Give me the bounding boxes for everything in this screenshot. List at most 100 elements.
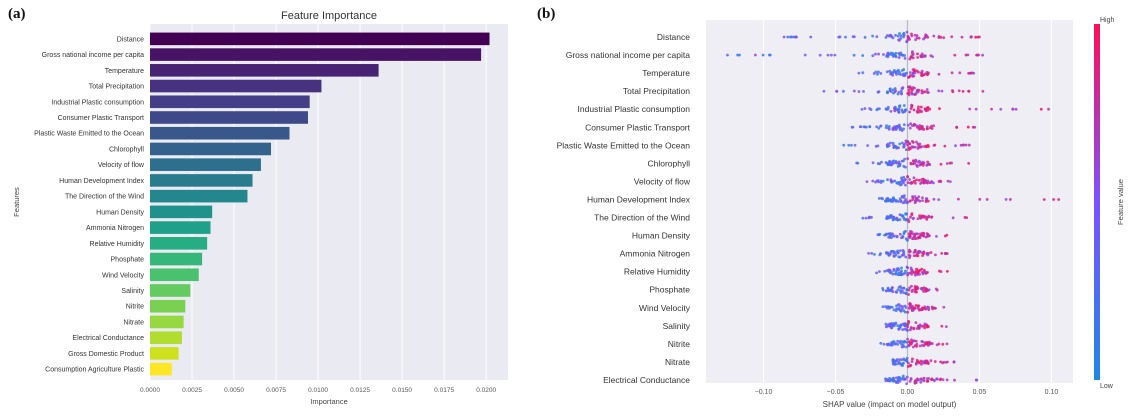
shap-point <box>910 140 914 143</box>
shap-point <box>965 216 969 220</box>
shap-point <box>910 309 914 312</box>
shap-point <box>905 30 909 34</box>
shap-point <box>896 218 900 222</box>
shap-point <box>981 89 985 93</box>
shap-point <box>915 165 919 168</box>
shap-point <box>888 252 892 256</box>
shap-point <box>837 35 841 39</box>
shap-point <box>953 53 957 57</box>
shap-point <box>902 31 906 35</box>
x-tick-label-b: −0.10 <box>755 389 773 396</box>
shap-point <box>925 289 928 293</box>
y-tick-label-b: Salinity <box>663 321 691 331</box>
shap-point <box>937 342 941 346</box>
shap-point <box>896 381 900 384</box>
shap-point <box>918 199 922 203</box>
bar <box>150 126 290 140</box>
shap-point <box>868 125 872 128</box>
shap-point <box>911 56 915 60</box>
shap-point <box>891 286 894 289</box>
shap-point <box>871 54 875 58</box>
shap-point <box>927 91 930 94</box>
shap-point <box>899 180 903 184</box>
shap-point <box>900 159 904 163</box>
shap-point <box>842 143 846 147</box>
y-tick-label-a: Electrical Conductance <box>72 335 144 342</box>
y-tick-label-a: Human Development Index <box>59 178 144 185</box>
shap-point <box>976 35 980 39</box>
bar <box>150 347 179 360</box>
shap-point <box>891 71 895 74</box>
shap-point <box>910 104 914 108</box>
shap-point <box>904 218 908 222</box>
shap-point <box>913 123 917 127</box>
shap-point <box>893 272 897 276</box>
y-tick-label-a: Nitrate <box>123 319 144 326</box>
shap-point <box>753 53 757 57</box>
chart-title-a: Feature Importance <box>281 10 377 22</box>
x-tick-label-a: 0.0050 <box>224 387 244 394</box>
shap-point <box>909 86 913 90</box>
y-tick-label-b: Phosphate <box>649 285 690 295</box>
shap-point <box>926 106 929 110</box>
shap-point <box>899 89 903 93</box>
shap-point <box>932 124 936 128</box>
shap-point <box>964 53 968 57</box>
shap-point <box>914 361 918 365</box>
shap-point <box>921 288 924 292</box>
bar <box>150 95 310 109</box>
colorbar-high-label: High <box>1100 17 1115 24</box>
shap-point <box>904 269 907 273</box>
shap-point <box>874 180 877 184</box>
shap-point <box>902 145 906 148</box>
y-tick-label-b: Gross national income per capita <box>566 50 691 60</box>
shap-point <box>891 324 895 328</box>
shap-point <box>835 89 839 93</box>
shap-point <box>929 251 933 254</box>
shap-point <box>861 71 865 75</box>
shap-point <box>897 286 901 289</box>
shap-point <box>886 196 890 200</box>
shap-point <box>910 360 914 363</box>
shap-point <box>895 362 898 366</box>
shap-point <box>945 270 949 273</box>
shap-point <box>978 197 982 201</box>
shap-point <box>917 36 921 40</box>
shap-point <box>912 176 916 180</box>
shap-point <box>907 88 911 92</box>
shap-point <box>897 378 901 382</box>
shap-point <box>884 36 888 39</box>
y-tick-label-a: Consumer Plastic Transport <box>58 115 144 122</box>
shap-point <box>896 324 899 328</box>
shap-point <box>909 215 912 219</box>
shap-point <box>879 124 883 128</box>
shap-point <box>919 145 923 149</box>
x-tick-label-a: 0.0150 <box>392 387 412 394</box>
panel-label-a: (a) <box>8 6 26 22</box>
shap-point <box>904 324 908 328</box>
shap-point <box>913 285 917 288</box>
shap-point <box>891 358 895 362</box>
shap-point <box>899 200 903 204</box>
shap-point <box>918 272 921 276</box>
shap-point <box>885 289 888 293</box>
shap-point <box>902 196 906 199</box>
shap-point <box>928 107 932 111</box>
shap-point <box>952 360 956 364</box>
shap-point <box>901 215 904 218</box>
y-tick-label-a: Industrial Plastic consumption <box>51 99 144 106</box>
shap-point <box>886 105 890 109</box>
bar <box>150 252 203 266</box>
shap-point <box>909 342 913 346</box>
x-tick-label-a: 0.0075 <box>266 387 286 394</box>
shap-point <box>858 125 862 129</box>
shap-point <box>891 290 895 294</box>
y-tick-label-a: Consumption Agriculture Plastic <box>45 367 144 374</box>
shap-point <box>971 125 975 129</box>
shap-point <box>907 320 911 324</box>
shap-point <box>909 55 913 59</box>
shap-point <box>906 310 910 314</box>
y-tick-label-b: Plastic Waste Emitted to the Ocean <box>557 140 691 150</box>
shap-point <box>913 195 917 198</box>
shap-point <box>934 287 938 291</box>
